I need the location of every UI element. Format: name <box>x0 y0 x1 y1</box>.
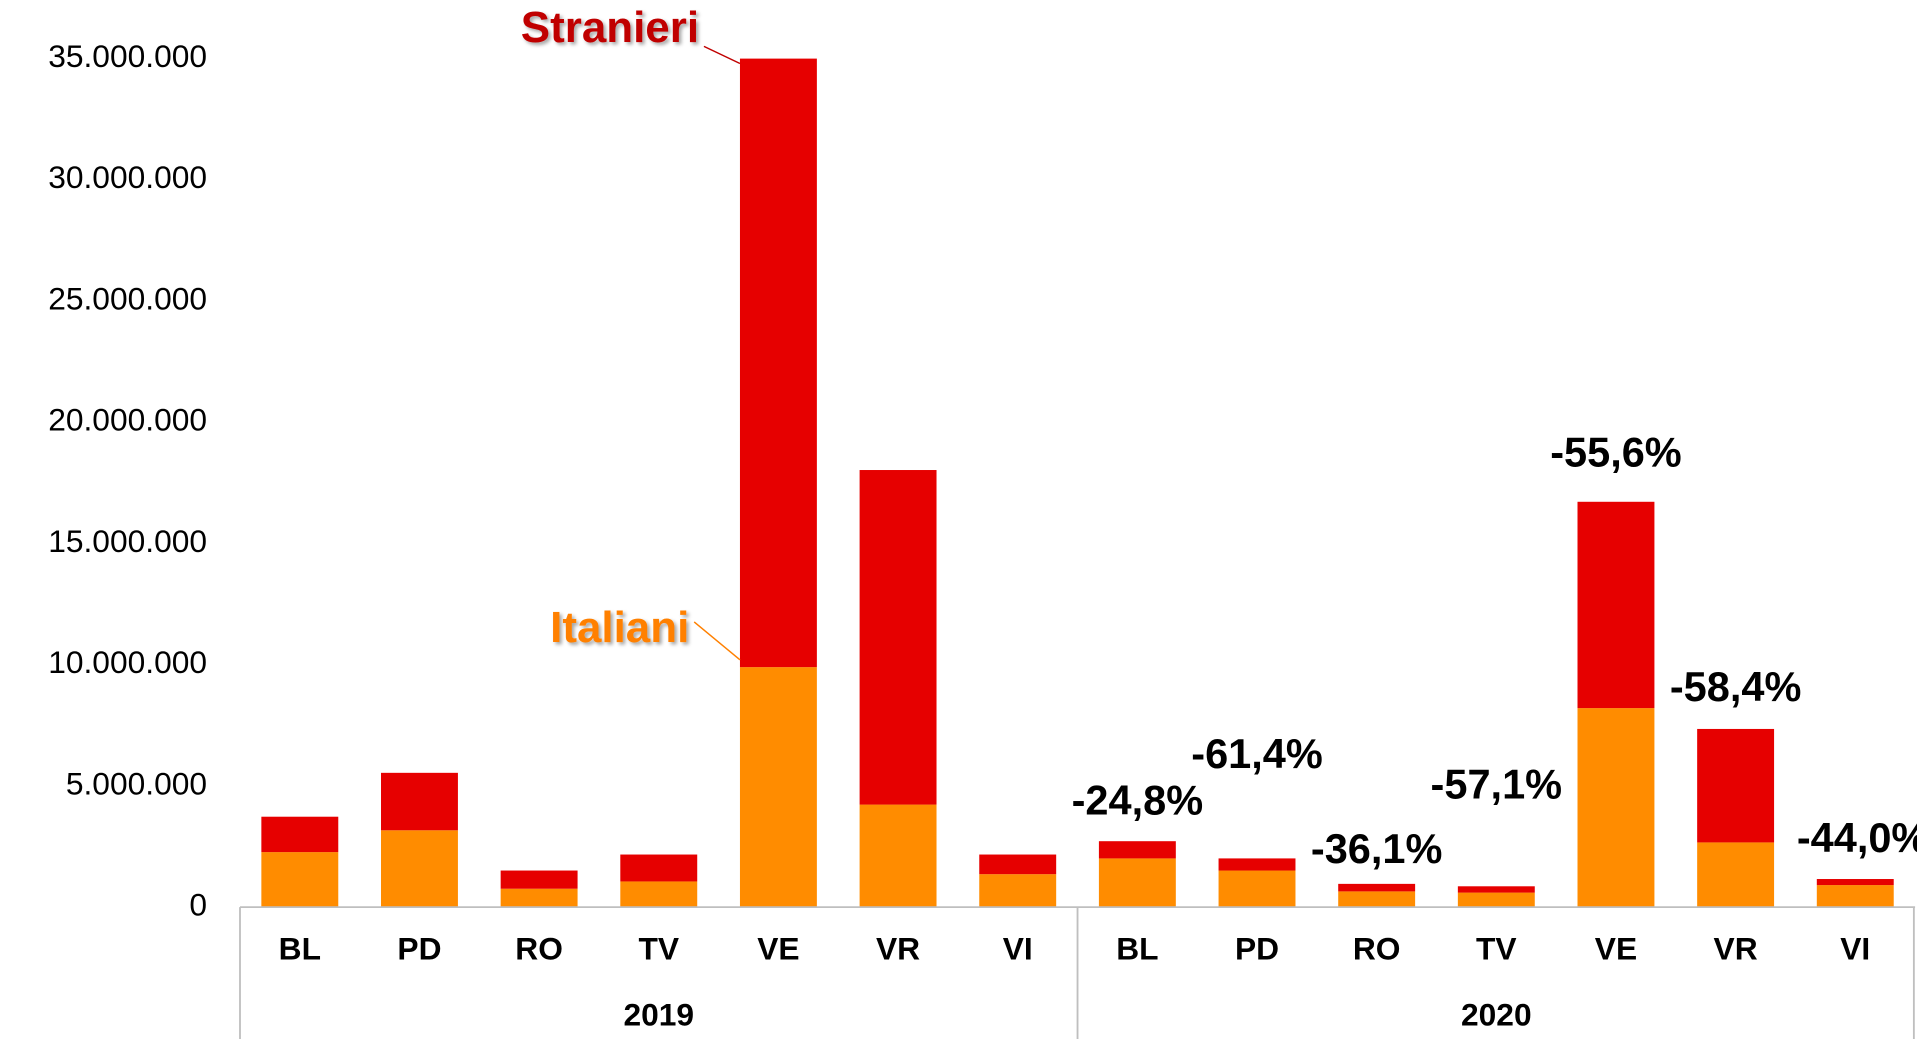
bar-segment <box>261 852 339 908</box>
bar-segment <box>1577 708 1655 908</box>
leader-line <box>693 621 741 661</box>
bar-segment <box>739 58 817 668</box>
x-tick-label: BL <box>1116 930 1158 966</box>
x-tick-label: VR <box>876 930 920 966</box>
change-label: -24,8% <box>1072 776 1204 823</box>
x-tick-label: RO <box>1353 930 1401 966</box>
y-tick-label: 25.000.000 <box>48 280 207 316</box>
change-label: -44,0% <box>1797 814 1917 861</box>
bar-segment <box>859 804 937 908</box>
y-tick-label: 0 <box>189 887 207 923</box>
series-label: Italiani <box>550 603 689 652</box>
change-label: -55,6% <box>1550 428 1682 475</box>
series-label: Stranieri <box>521 3 699 52</box>
bar-segment <box>381 830 458 908</box>
bar-segment <box>1218 870 1296 908</box>
bar-segment <box>500 888 578 908</box>
bar-segment <box>1098 858 1176 908</box>
bar-segment <box>500 870 578 889</box>
leader-line <box>703 45 741 65</box>
x-tick-label: VR <box>1714 930 1758 966</box>
y-tick-label: 5.000.000 <box>66 765 207 801</box>
bar-segment <box>1338 883 1416 892</box>
bar-segment <box>1098 841 1176 859</box>
y-tick-label: 30.000.000 <box>48 159 207 195</box>
bar-segment <box>1577 501 1655 709</box>
bar-segment <box>979 854 1057 875</box>
group-label: 2020 <box>1461 996 1532 1032</box>
x-tick-label: VE <box>757 930 799 966</box>
y-tick-label: 20.000.000 <box>48 402 207 438</box>
bar-segment <box>1816 885 1894 908</box>
bar-segment <box>620 881 698 908</box>
x-tick-label: VE <box>1595 930 1637 966</box>
bar-segment <box>1816 879 1894 886</box>
bar-segment <box>261 816 339 853</box>
change-label: -61,4% <box>1191 730 1323 777</box>
x-tick-label: VI <box>1840 930 1870 966</box>
x-tick-label: VI <box>1003 930 1033 966</box>
group-label: 2019 <box>623 996 694 1032</box>
change-label: -57,1% <box>1431 760 1562 807</box>
bar-segment <box>1218 858 1296 871</box>
change-label: -36,1% <box>1311 825 1443 872</box>
change-label: -58,4% <box>1670 663 1801 710</box>
x-tick-label: RO <box>515 930 563 966</box>
bar-segment <box>1457 892 1535 908</box>
bar-segment <box>381 772 458 831</box>
x-tick-label: TV <box>1476 930 1517 966</box>
x-tick-label: BL <box>279 930 321 966</box>
x-tick-label: PD <box>1235 930 1279 966</box>
bar-segment <box>859 470 937 805</box>
bar-segment <box>979 874 1057 908</box>
bar-segment <box>1697 728 1775 843</box>
bar-segment <box>1457 886 1535 893</box>
bar-segment <box>739 667 817 908</box>
y-tick-label: 15.000.000 <box>48 523 207 559</box>
bar-segment <box>620 854 698 882</box>
x-tick-label: TV <box>638 930 679 966</box>
x-tick-label: PD <box>397 930 441 966</box>
y-tick-label: 10.000.000 <box>48 644 207 680</box>
y-tick-label: 35.000.000 <box>48 38 207 74</box>
bar-segment <box>1338 891 1416 908</box>
bar-segment <box>1697 842 1775 908</box>
